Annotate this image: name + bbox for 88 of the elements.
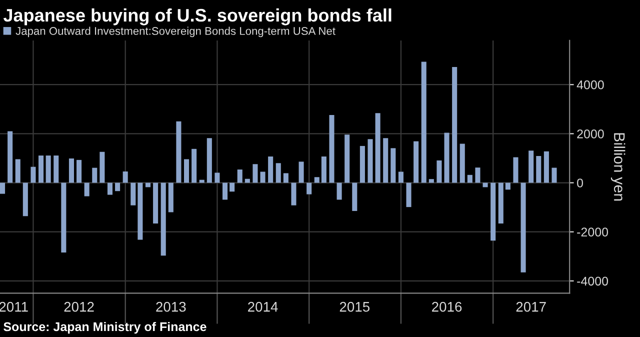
bar (130, 182, 136, 206)
x-tick-label: 2014 (248, 302, 278, 312)
bar (436, 160, 442, 183)
bar (344, 134, 350, 183)
bar (160, 182, 166, 256)
bar (214, 172, 220, 183)
bar (244, 178, 250, 183)
bar (230, 182, 235, 192)
bar (475, 168, 480, 183)
bar (528, 150, 534, 183)
bar (184, 159, 190, 183)
y-tick-label: -4000 (577, 276, 608, 286)
bar (168, 182, 174, 212)
bar (206, 138, 212, 183)
bar (306, 182, 312, 194)
y-tick-label: 2000 (577, 129, 604, 138)
y-axis-title: Billion yen (610, 133, 626, 201)
bar (268, 156, 274, 183)
bar (283, 173, 288, 183)
bar (482, 182, 488, 188)
bar (15, 159, 20, 183)
bar (460, 144, 465, 183)
bar (398, 172, 404, 183)
bar (467, 174, 472, 183)
source-note: Source: Japan Ministry of Finance (4, 322, 206, 334)
bar (61, 182, 66, 252)
y-tick-label: 4000 (576, 80, 604, 90)
legend-label: Japan Outward Investment:Sovereign Bonds Long-term USA Net (16, 26, 336, 38)
bar (176, 121, 182, 183)
bar (145, 182, 151, 188)
y-tick-label: 0 (577, 178, 584, 188)
bar (107, 182, 113, 195)
bar (360, 146, 365, 183)
bar (260, 172, 266, 183)
bar (0, 182, 6, 194)
bar (406, 182, 412, 208)
bar (291, 182, 296, 206)
bar (536, 156, 542, 183)
x-tick-label: 2017 (516, 302, 546, 312)
bar (222, 182, 228, 200)
bar (421, 62, 426, 183)
bar (375, 113, 380, 183)
bar (544, 151, 549, 183)
bar (68, 158, 74, 183)
bar (352, 182, 358, 211)
bar (513, 157, 518, 183)
bar (428, 179, 434, 183)
bar (383, 138, 388, 183)
bar (276, 163, 281, 183)
bar (552, 168, 557, 183)
y-tick-label: -2000 (577, 228, 608, 236)
bar (321, 156, 326, 183)
bar (520, 182, 526, 272)
bar (192, 148, 197, 183)
bar (199, 180, 204, 183)
bar (237, 170, 242, 183)
bar (76, 160, 82, 183)
bar (115, 182, 120, 192)
bar (38, 156, 44, 183)
bar (368, 139, 373, 183)
bar (414, 141, 419, 183)
chart-title: Japanese buying of U.S. sovereign bonds fall (3, 8, 392, 26)
bar (46, 156, 51, 183)
bar (314, 177, 320, 183)
bar (452, 66, 458, 183)
bar (153, 182, 158, 224)
bar (84, 182, 90, 196)
x-tick-label: 2013 (156, 302, 186, 312)
bar (92, 168, 98, 183)
bar (22, 182, 28, 216)
bar (8, 131, 13, 183)
bar (54, 156, 59, 183)
x-tick-label: 2012 (64, 302, 94, 312)
bar (490, 182, 496, 241)
bar (298, 162, 304, 183)
x-tick-label: 2016 (432, 302, 462, 312)
bar (329, 115, 334, 183)
bar (30, 166, 36, 183)
bar (505, 182, 510, 190)
bar (138, 182, 143, 240)
x-tick-label: 2015 (340, 302, 370, 312)
bar (122, 171, 128, 183)
bar (444, 132, 450, 183)
bar (100, 152, 105, 183)
bar (390, 148, 396, 183)
bar (498, 182, 504, 224)
bar (336, 182, 342, 200)
bar (252, 164, 258, 183)
